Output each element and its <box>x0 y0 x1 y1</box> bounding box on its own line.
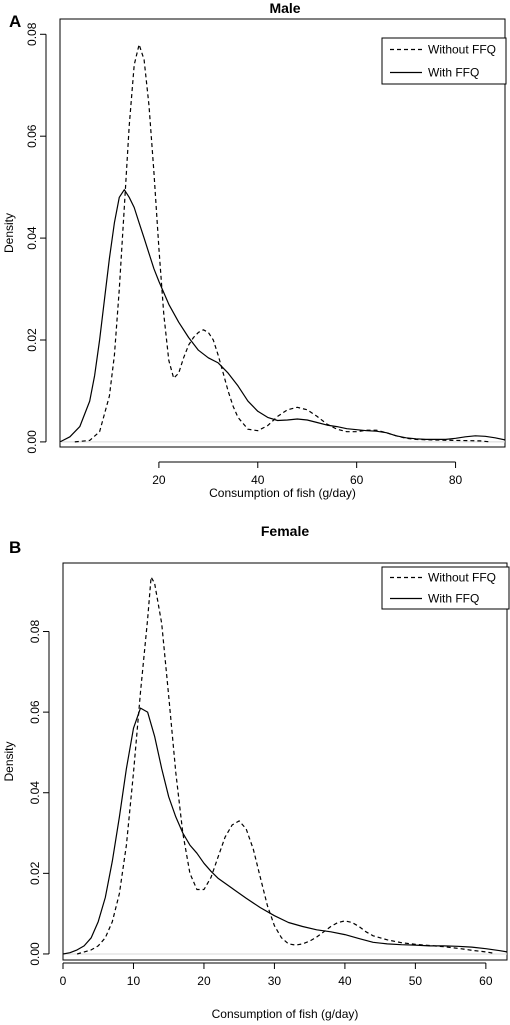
y-tick-label: 0.08 <box>28 620 42 644</box>
y-tick-label: 0.04 <box>28 781 42 805</box>
x-tick-label: 30 <box>268 974 282 988</box>
y-tick-label: 0.08 <box>25 22 39 46</box>
x-tick-label: 10 <box>127 974 141 988</box>
x-tick-label: 80 <box>449 473 463 487</box>
legend-label: With FFQ <box>428 592 479 606</box>
series-line-without-ffq <box>76 576 494 955</box>
series-line-without-ffq <box>74 43 491 443</box>
panel-letter-a: A <box>9 12 22 31</box>
series-line-with-ffq <box>60 189 505 443</box>
panel-letter-b: B <box>9 538 22 557</box>
y-tick-label: 0.06 <box>28 700 42 724</box>
y-tick-label: 0.06 <box>25 124 39 148</box>
chart-panel-1: 20 40 60 80 Consumption of fish (g/day) 0.00 0… <box>2 18 507 500</box>
x-tick-label: 50 <box>409 974 423 988</box>
x-tick-label: 0 <box>60 974 67 988</box>
legend-label: Without FFQ <box>428 43 496 57</box>
chart-title-male: Male <box>269 0 301 16</box>
series-line-with-ffq <box>63 707 507 955</box>
x-tick-label: 60 <box>479 974 493 988</box>
plot-frame <box>62 562 508 961</box>
x-tick-label: 40 <box>251 473 265 487</box>
y-tick-label: 0.02 <box>28 861 42 885</box>
y-axis-label: Density <box>2 213 16 253</box>
legend-box <box>381 566 510 610</box>
y-tick-label: 0.02 <box>25 328 39 352</box>
legend-label: With FFQ <box>428 66 479 80</box>
x-axis-label: Consumption of fish (g/day) <box>212 1007 359 1021</box>
x-tick-label: 60 <box>350 473 364 487</box>
y-tick-label: 0.00 <box>25 430 39 454</box>
y-tick-label: 0.00 <box>28 942 42 966</box>
y-axis-label: Density <box>2 741 16 781</box>
legend: Without FFQ With FFQ <box>381 37 507 85</box>
y-tick-label: 0.04 <box>25 226 39 250</box>
chart-panel-2: 0 10 20 30 40 50 60 Consumption of fish (g/day)… <box>2 562 510 1021</box>
x-tick-label: 20 <box>197 974 211 988</box>
plot-frame <box>59 18 506 448</box>
x-tick-label: 20 <box>152 473 166 487</box>
legend-label: Without FFQ <box>428 571 496 585</box>
chart-title-female: Female <box>260 523 310 539</box>
x-axis-label: Consumption of fish (g/day) <box>209 486 356 500</box>
legend: Without FFQ With FFQ <box>381 566 510 610</box>
x-tick-label: 40 <box>338 974 352 988</box>
legend-box <box>381 37 507 85</box>
